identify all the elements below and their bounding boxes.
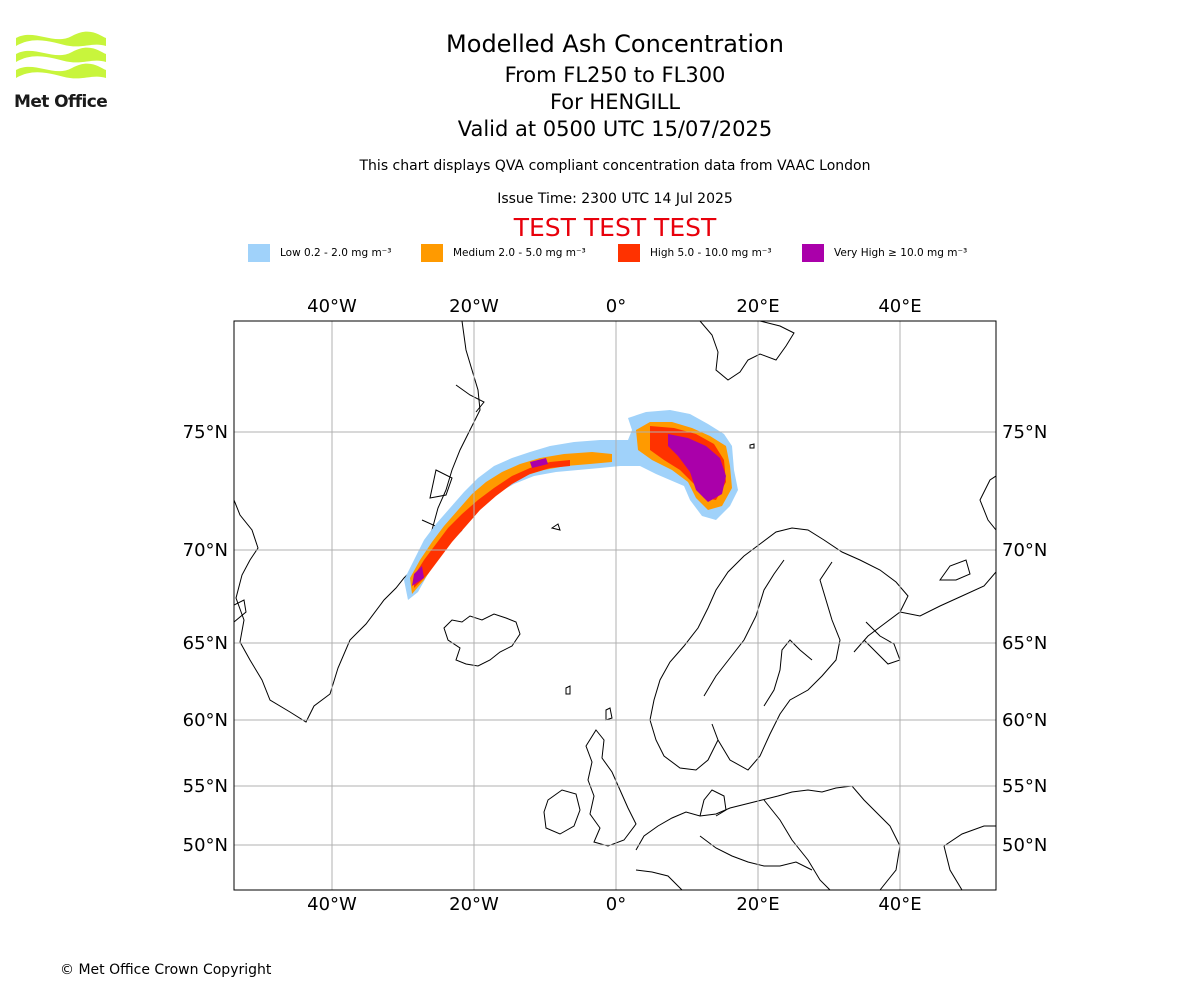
graticule — [234, 321, 996, 890]
eastern-europe-border — [763, 799, 831, 890]
lon-tick-bottom-40w: 40°W — [307, 894, 357, 915]
lon-tick-bottom-40e: 40°E — [878, 894, 921, 915]
lon-tick-top-20e: 20°E — [736, 296, 779, 317]
shetland — [605, 707, 613, 721]
logo-text: Met Office — [14, 92, 108, 112]
flight-level-range: From FL250 to FL300 — [504, 63, 726, 87]
lat-tick-left-60n: 60°N — [183, 710, 228, 731]
lat-tick-right-60n: 60°N — [1002, 710, 1047, 731]
coastlines — [234, 321, 996, 890]
ash-very-high — [668, 434, 726, 502]
legend-swatch-high — [618, 244, 640, 262]
copyright: © Met Office Crown Copyright — [60, 962, 272, 978]
issue-time: Issue Time: 2300 UTC 14 Jul 2025 — [497, 191, 733, 207]
lon-tick-bottom-0: 0° — [606, 894, 626, 915]
greenland-fjord-2 — [455, 384, 485, 413]
met-office-wave-icon — [16, 31, 106, 79]
lat-tick-left-70n: 70°N — [183, 540, 228, 561]
lon-tick-top-20w: 20°W — [449, 296, 499, 317]
ash-very-high-mid — [530, 458, 548, 468]
map-content — [234, 321, 996, 890]
great-britain — [585, 729, 637, 847]
lon-tick-top-0: 0° — [606, 296, 626, 317]
legend-swatch-low — [248, 244, 270, 262]
legend-swatch-very-high — [802, 244, 824, 262]
valid-time: Valid at 0500 UTC 15/07/2025 — [457, 117, 773, 141]
test-banner: TEST TEST TEST — [513, 213, 717, 242]
lat-tick-right-75n: 75°N — [1002, 422, 1047, 443]
lon-tick-bottom-20w: 20°W — [449, 894, 499, 915]
france-border — [635, 869, 683, 890]
norway-coast — [649, 527, 909, 721]
greenland-fjord-1 — [429, 469, 453, 499]
svalbard — [699, 321, 795, 381]
compliance-note: This chart displays QVA compliant concen… — [359, 158, 871, 174]
faroe-islands — [565, 685, 571, 695]
lat-tick-right-55n: 55°N — [1002, 776, 1047, 797]
sweden-finland-border — [703, 559, 785, 697]
legend-label-high: High 5.0 - 10.0 mg m⁻³ — [650, 247, 772, 259]
novaya-zemlya — [979, 475, 996, 531]
lon-tick-top-40w: 40°W — [307, 296, 357, 317]
legend-label-very-high: Very High ≥ 10.0 mg m⁻³ — [834, 247, 968, 259]
legend-label-medium: Medium 2.0 - 5.0 mg m⁻³ — [453, 247, 586, 259]
svalbard-east — [939, 559, 971, 581]
greenland-coast — [234, 321, 481, 723]
volcano-name: For HENGILL — [549, 90, 681, 114]
continent-coast — [635, 785, 901, 890]
central-europe-border — [699, 835, 813, 871]
ash-very-high-west — [412, 566, 424, 586]
lat-tick-left-50n: 50°N — [183, 835, 228, 856]
kola-coast — [899, 571, 996, 617]
map-frame — [233, 320, 997, 891]
jan-mayen — [550, 523, 561, 531]
caspian-area — [943, 845, 963, 890]
legend-label-low: Low 0.2 - 2.0 mg m⁻³ — [280, 247, 392, 259]
denmark — [699, 789, 727, 817]
ash-plume — [404, 410, 738, 600]
bear-island — [749, 443, 755, 449]
finland-coast — [763, 639, 813, 707]
met-office-logo: Met Office — [14, 30, 110, 114]
lat-tick-left-65n: 65°N — [183, 633, 228, 654]
ireland — [543, 789, 581, 835]
lat-tick-left-75n: 75°N — [183, 422, 228, 443]
lat-tick-right-50n: 50°N — [1002, 835, 1047, 856]
greenland-west-coast — [234, 599, 247, 623]
lat-tick-right-65n: 65°N — [1002, 633, 1047, 654]
norway-south — [649, 719, 719, 771]
iceland — [443, 613, 521, 667]
lon-tick-bottom-20e: 20°E — [736, 894, 779, 915]
lat-tick-left-55n: 55°N — [183, 776, 228, 797]
lon-tick-top-40e: 40°E — [878, 296, 921, 317]
baltic-coast — [717, 561, 841, 771]
lat-tick-right-70n: 70°N — [1002, 540, 1047, 561]
chart-title: Modelled Ash Concentration — [446, 30, 784, 58]
black-sea-coast — [943, 825, 996, 847]
legend-swatch-medium — [421, 244, 443, 262]
